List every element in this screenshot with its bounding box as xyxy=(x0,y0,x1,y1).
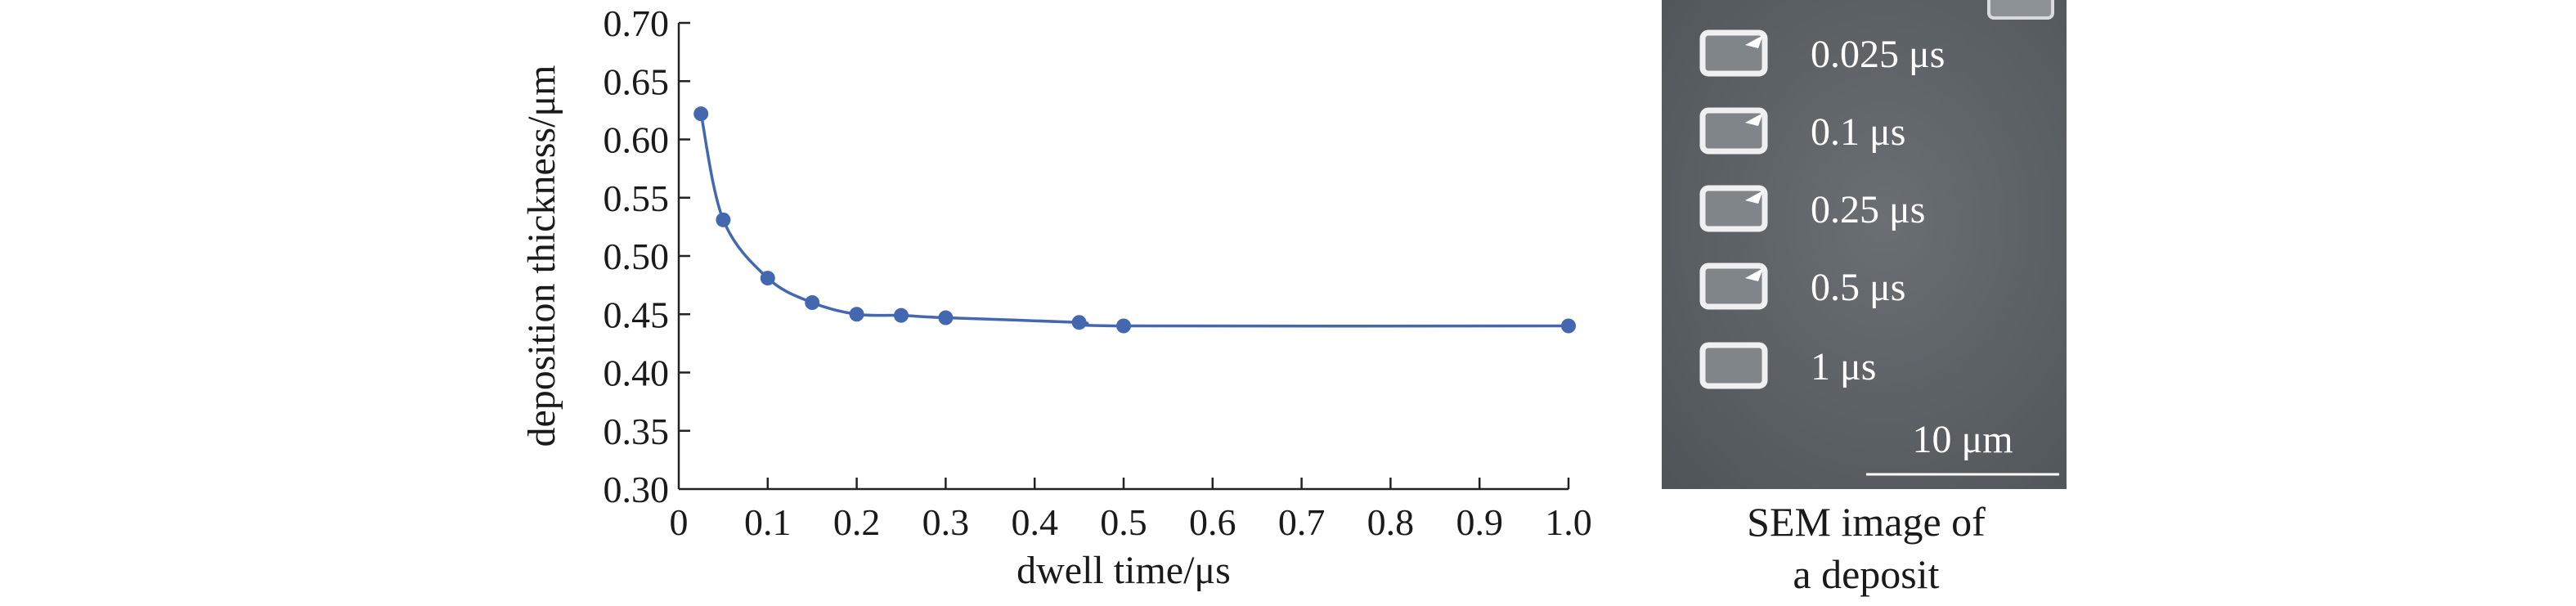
y-tick-label: 0.65 xyxy=(604,61,670,102)
data-point xyxy=(849,307,864,322)
x-tick-label: 0.3 xyxy=(922,501,970,543)
y-tick-label: 0.40 xyxy=(604,352,670,394)
y-ticks: 0.30 0.35 0.40 0.45 0.50 0.55 0.60 0.65 0.70 xyxy=(604,2,690,510)
y-tick-label: 0.55 xyxy=(604,177,670,219)
x-tick-label: 0.7 xyxy=(1278,501,1326,543)
sem-deposit-label: 0.25 μs xyxy=(1811,188,1925,231)
sem-caption-line2: a deposit xyxy=(1793,551,1939,597)
sem-deposit xyxy=(1699,185,1768,232)
x-ticks: 0 0.1 0.2 0.3 0.4 0.5 0.6 0.7 0.8 0.9 1.0 xyxy=(670,478,1592,543)
sem-deposit-tail xyxy=(1745,268,1763,281)
sem-deposit-tail xyxy=(1745,191,1763,204)
sem-deposit-label: 0.1 μs xyxy=(1811,110,1905,154)
y-tick-label: 0.35 xyxy=(604,411,670,452)
data-point xyxy=(760,271,775,286)
data-point xyxy=(1071,315,1087,330)
sem-deposit xyxy=(1699,342,1768,389)
sem-deposits: 0.025 μs 0.1 μs 0.25 μs 0.5 μs 1 μs xyxy=(1699,29,1945,389)
y-axis-title: deposition thickness/μm xyxy=(520,65,563,447)
x-tick-label: 0.4 xyxy=(1011,501,1058,543)
data-point xyxy=(894,307,909,323)
sem-deposit-tail xyxy=(1745,113,1763,126)
sem-caption-line1: SEM image of xyxy=(1747,499,1986,545)
sem-deposit-label: 1 μs xyxy=(1811,345,1876,388)
sem-deposit-partial xyxy=(1987,0,2054,20)
x-tick-label: 0.8 xyxy=(1367,501,1415,543)
data-point xyxy=(805,295,820,310)
x-tick-label: 0.5 xyxy=(1100,501,1147,543)
series-group xyxy=(693,106,1576,334)
x-axis-title: dwell time/μs xyxy=(1016,549,1231,592)
y-tick-label: 0.45 xyxy=(604,294,670,335)
sem-deposit-label: 0.5 μs xyxy=(1811,266,1905,309)
sem-scale-bar-label: 10 μm xyxy=(1912,418,2013,461)
sem-deposit-label: 0.025 μs xyxy=(1811,33,1945,76)
y-tick-label: 0.60 xyxy=(604,119,670,161)
data-point xyxy=(1116,318,1131,334)
sem-image-background xyxy=(1662,0,2067,489)
data-point xyxy=(693,106,709,122)
y-tick-label: 0.50 xyxy=(604,236,670,277)
data-point xyxy=(716,212,731,227)
sem-deposit xyxy=(1699,263,1768,310)
thickness-vs-dwell-chart: 0 0.1 0.2 0.3 0.4 0.5 0.6 0.7 0.8 0.9 1.0 0.30 0.35… xyxy=(520,2,1592,592)
y-tick-label: 0.30 xyxy=(604,469,670,510)
x-tick-label: 0.6 xyxy=(1189,501,1236,543)
sem-image-panel: 0.025 μs 0.1 μs 0.25 μs 0.5 μs 1 μs 10 μm xyxy=(1662,0,2067,489)
sem-deposit-tail xyxy=(1745,35,1763,48)
x-tick-label: 0.9 xyxy=(1456,501,1503,543)
sem-deposit xyxy=(1699,107,1768,155)
data-point xyxy=(938,310,954,325)
data-point xyxy=(1561,318,1576,334)
series-line xyxy=(699,113,1569,328)
chart-axes xyxy=(677,23,1568,491)
x-tick-label: 0.1 xyxy=(744,501,792,543)
y-tick-label: 0.70 xyxy=(604,2,670,44)
x-tick-label: 1.0 xyxy=(1545,501,1592,543)
x-tick-label: 0.2 xyxy=(833,501,881,543)
sem-deposit xyxy=(1699,29,1768,77)
x-tick-label: 0 xyxy=(670,501,689,543)
